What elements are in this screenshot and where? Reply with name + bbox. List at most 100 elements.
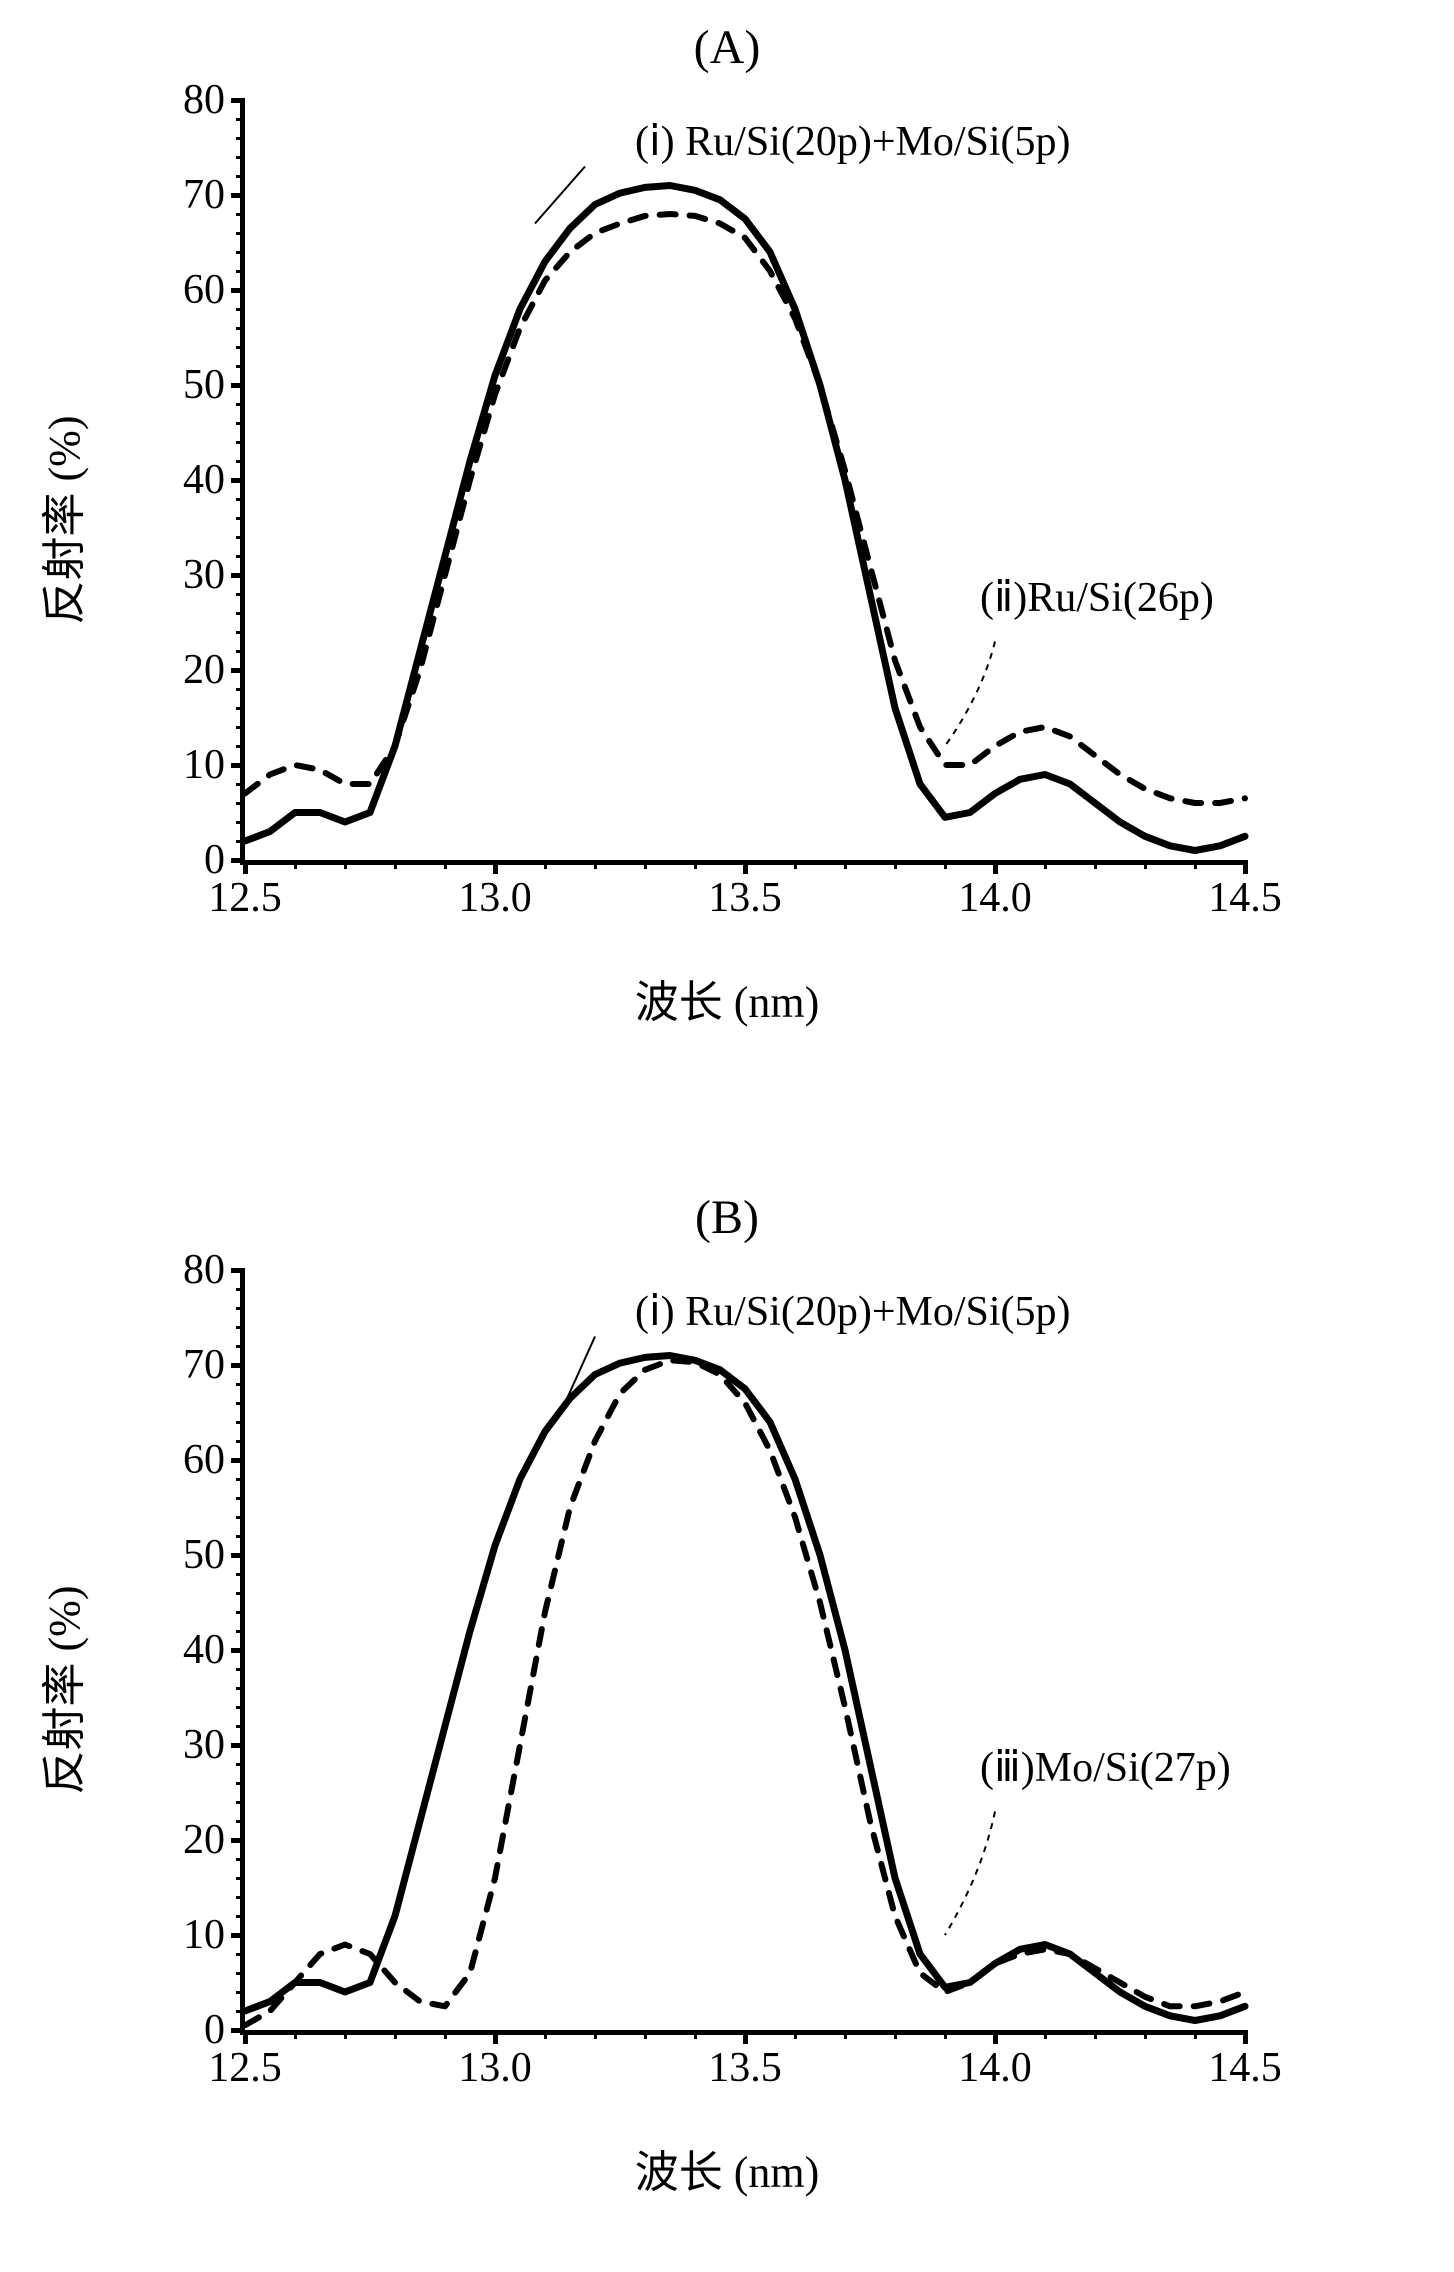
xtick-minor — [894, 2030, 897, 2039]
xtick-major — [1243, 860, 1248, 874]
ytick-minor — [236, 1421, 245, 1424]
ytick-minor — [236, 1706, 245, 1709]
ytick-label: 20 — [183, 1816, 225, 1864]
ytick-major — [231, 1268, 245, 1273]
ytick-minor — [236, 783, 245, 786]
ytick-minor — [236, 517, 245, 520]
ytick-label: 10 — [183, 1911, 225, 1959]
panel-a-ylabel: 反射率 (%) — [28, 416, 92, 625]
ytick-minor — [236, 251, 245, 254]
ytick-label: 60 — [183, 266, 225, 314]
ytick-minor — [236, 1402, 245, 1405]
xtick-minor — [344, 2030, 347, 2039]
ytick-major — [231, 1458, 245, 1463]
ytick-minor — [236, 156, 245, 159]
ytick-minor — [236, 137, 245, 140]
xtick-major — [993, 860, 998, 874]
xtick-minor — [1044, 2030, 1047, 2039]
ytick-minor — [236, 1630, 245, 1633]
ytick-label: 60 — [183, 1436, 225, 1484]
ytick-major — [231, 573, 245, 578]
ytick-minor — [236, 707, 245, 710]
ytick-major — [231, 1933, 245, 1938]
ytick-label: 20 — [183, 646, 225, 694]
xtick-minor — [294, 860, 297, 869]
panel-a-curves-svg — [245, 100, 1245, 860]
ytick-major — [231, 478, 245, 483]
xtick-minor — [944, 860, 947, 869]
ytick-minor — [236, 1326, 245, 1329]
ytick-label: 30 — [183, 551, 225, 599]
ytick-minor — [236, 555, 245, 558]
panel-b-ylabel: 反射率 (%) — [28, 1586, 92, 1795]
ytick-major — [231, 193, 245, 198]
ytick-label: 30 — [183, 1721, 225, 1769]
ytick-minor — [236, 1972, 245, 1975]
ytick-minor — [236, 441, 245, 444]
xtick-minor — [694, 860, 697, 869]
xtick-minor — [344, 860, 347, 869]
ytick-major — [231, 1363, 245, 1368]
xtick-minor — [1094, 2030, 1097, 2039]
ytick-minor — [236, 118, 245, 121]
ytick-minor — [236, 1782, 245, 1785]
ytick-major — [231, 1743, 245, 1748]
ytick-minor — [236, 365, 245, 368]
ytick-minor — [236, 346, 245, 349]
xtick-minor — [894, 860, 897, 869]
ytick-minor — [236, 1592, 245, 1595]
callout-leader-i_solid — [535, 167, 585, 224]
xtick-major — [743, 2030, 748, 2044]
ytick-minor — [236, 1383, 245, 1386]
ytick-minor — [236, 536, 245, 539]
panel-a-plot-area: 12.513.013.514.014.501020304050607080(ⅰ)… — [240, 100, 1245, 865]
ytick-label: 40 — [183, 456, 225, 504]
xtick-minor — [294, 2030, 297, 2039]
ytick-minor — [236, 422, 245, 425]
ytick-minor — [236, 1288, 245, 1291]
xtick-minor — [944, 2030, 947, 2039]
ytick-minor — [236, 1345, 245, 1348]
curve-i_solid — [245, 1356, 1245, 2021]
xtick-minor — [1044, 860, 1047, 869]
xtick-minor — [644, 2030, 647, 2039]
ytick-minor — [236, 612, 245, 615]
ytick-label: 0 — [204, 2006, 225, 2054]
ytick-major — [231, 858, 245, 863]
xtick-minor — [394, 860, 397, 869]
panel-a-title: (A) — [694, 20, 761, 75]
ytick-major — [231, 1553, 245, 1558]
xtick-major — [1243, 2030, 1248, 2044]
panel-b: (B) 反射率 (%) 12.513.013.514.014.501020304… — [120, 1190, 1334, 2190]
xtick-label: 13.0 — [458, 2044, 532, 2092]
panel-b-title: (B) — [695, 1190, 759, 1245]
xtick-major — [493, 860, 498, 874]
xtick-label: 14.5 — [1208, 874, 1282, 922]
ytick-minor — [236, 1858, 245, 1861]
series-label-i_solid: (ⅰ) Ru/Si(20p)+Mo/Si(5p) — [635, 116, 1071, 166]
ytick-minor — [236, 1896, 245, 1899]
ytick-major — [231, 98, 245, 103]
ytick-minor — [236, 1915, 245, 1918]
ytick-minor — [236, 498, 245, 501]
ytick-minor — [236, 1687, 245, 1690]
ytick-minor — [236, 1991, 245, 1994]
ytick-label: 50 — [183, 1531, 225, 1579]
xtick-major — [493, 2030, 498, 2044]
ytick-label: 0 — [204, 836, 225, 884]
ytick-minor — [236, 1307, 245, 1310]
xtick-label: 14.0 — [958, 874, 1032, 922]
ytick-label: 70 — [183, 1341, 225, 1389]
ytick-label: 80 — [183, 1246, 225, 1294]
panel-b-plot-area: 12.513.013.514.014.501020304050607080(ⅰ)… — [240, 1270, 1245, 2035]
series-label-i_solid: (ⅰ) Ru/Si(20p)+Mo/Si(5p) — [635, 1286, 1071, 1336]
xtick-minor — [694, 2030, 697, 2039]
xtick-minor — [794, 2030, 797, 2039]
callout-leader-ii_dashed — [945, 642, 995, 747]
ytick-minor — [236, 1953, 245, 1956]
panel-a-xlabel: 波长 (nm) — [635, 966, 820, 1030]
panel-a: (A) 反射率 (%) 12.513.013.514.014.501020304… — [120, 20, 1334, 1020]
xtick-minor — [544, 860, 547, 869]
xtick-label: 14.0 — [958, 2044, 1032, 2092]
ytick-minor — [236, 1516, 245, 1519]
